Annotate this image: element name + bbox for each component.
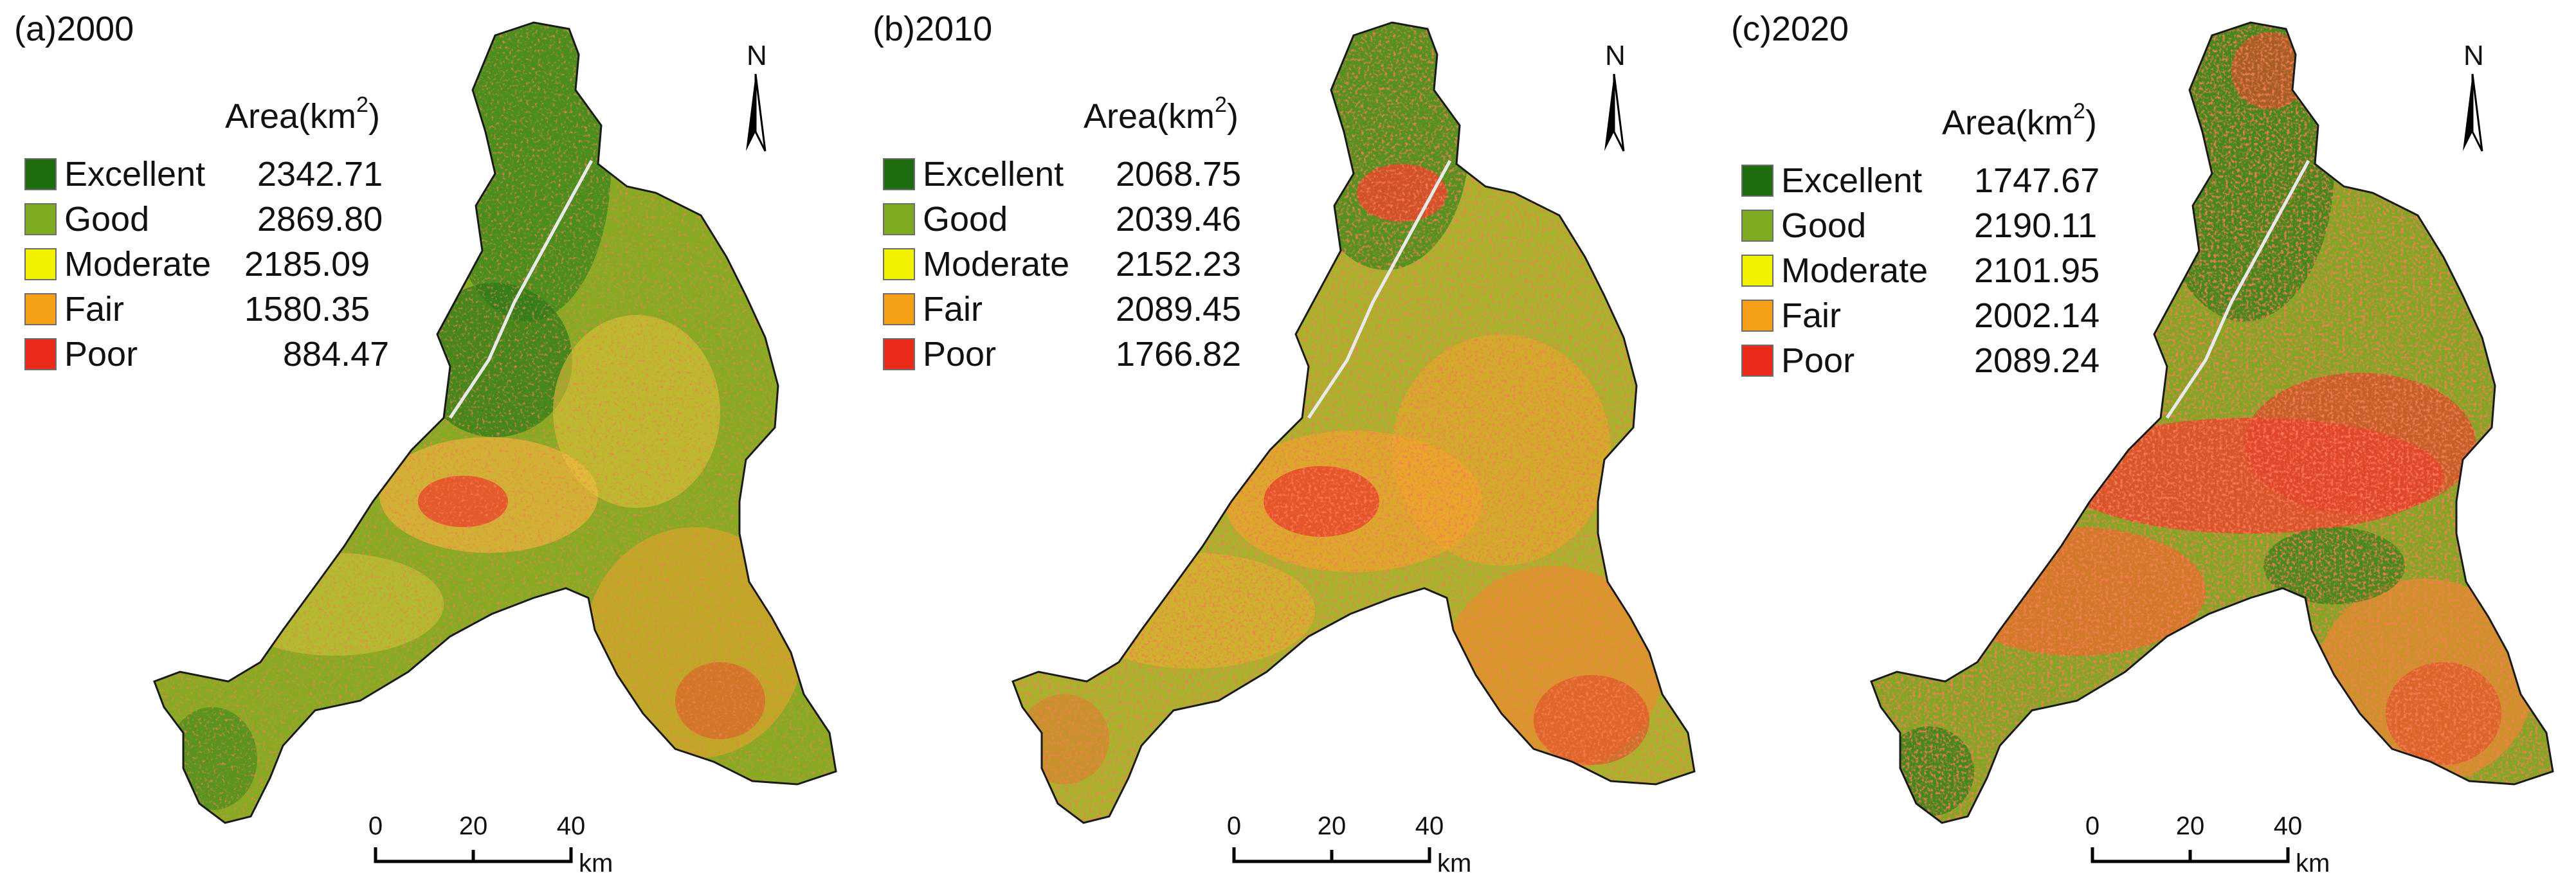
class-label: Excellent xyxy=(1781,161,1923,200)
class-value: 2068.75 xyxy=(1116,155,1242,194)
legend-row-good: Good 2190.11 xyxy=(1741,206,2191,245)
legend-row-excellent: Excellent 2342.71 xyxy=(24,154,475,194)
class-label: Good xyxy=(923,200,1008,239)
map-fill-2010 xyxy=(1013,22,1694,823)
north-label: N xyxy=(2463,40,2484,71)
legend-row-poor: Poor 2089.24 xyxy=(1741,341,2191,380)
panel-title: (c)2020 xyxy=(1731,10,1849,48)
scale-bar xyxy=(2091,847,2290,863)
class-value: 1580.35 xyxy=(244,290,370,328)
legend-row-moderate: Moderate 2185.09 xyxy=(24,244,475,284)
north-arrow xyxy=(746,73,766,152)
panel-2010: (b)2010 N 0 20 40 km Area(km2) Excellent… xyxy=(858,0,1717,873)
study-area-boundary xyxy=(1870,21,2554,824)
class-label: Poor xyxy=(64,335,138,374)
swatch-poor xyxy=(1741,345,1773,377)
class-label: Poor xyxy=(923,335,997,374)
class-value: 884.47 xyxy=(283,335,390,374)
river xyxy=(2165,159,2310,419)
swatch-moderate xyxy=(24,248,57,280)
swatch-excellent xyxy=(1741,165,1773,197)
class-label: Poor xyxy=(1781,341,1855,380)
class-value: 2342.71 xyxy=(257,155,383,194)
class-label: Fair xyxy=(64,290,124,328)
legend-row-fair: Fair 2089.45 xyxy=(883,289,1333,328)
class-label: Good xyxy=(64,200,150,239)
class-label: Excellent xyxy=(923,155,1064,194)
north-label: N xyxy=(1605,40,1626,71)
swatch-fair xyxy=(24,293,57,325)
class-value: 2089.45 xyxy=(1116,290,1242,328)
swatch-poor xyxy=(24,338,57,370)
class-label: Excellent xyxy=(64,155,206,194)
panel-map-svg xyxy=(1870,21,2554,863)
legend-row-excellent: Excellent 2068.75 xyxy=(883,154,1333,194)
river xyxy=(1307,159,1452,419)
legend-header: Area(km2) xyxy=(225,93,380,136)
scale-bar xyxy=(1232,847,1431,863)
legend-row-poor: Poor 884.47 xyxy=(24,334,475,374)
class-value: 2185.09 xyxy=(244,245,370,284)
class-label: Moderate xyxy=(1781,251,1928,290)
legend-row-excellent: Excellent 1747.67 xyxy=(1741,161,2191,200)
scale-bar xyxy=(374,847,573,863)
study-area-boundary xyxy=(153,21,837,824)
class-label: Fair xyxy=(923,290,983,328)
swatch-moderate xyxy=(1741,255,1773,287)
class-value: 2152.23 xyxy=(1116,245,1242,284)
class-label: Good xyxy=(1781,206,1867,245)
swatch-excellent xyxy=(24,158,57,190)
north-label: N xyxy=(747,40,767,71)
class-label: Fair xyxy=(1781,296,1841,335)
study-area-boundary xyxy=(1011,21,1696,824)
swatch-fair xyxy=(1741,300,1773,332)
swatch-good xyxy=(883,203,915,235)
legend-row-moderate: Moderate 2152.23 xyxy=(883,244,1333,284)
panel-title: (b)2010 xyxy=(873,10,993,48)
river xyxy=(448,159,594,419)
legend-header: Area(km2) xyxy=(1942,99,2097,142)
panel-2000: (a)2000 N 0 20 40 km Area(km2) Excellent… xyxy=(0,0,858,873)
swatch-excellent xyxy=(883,158,915,190)
class-value: 2089.24 xyxy=(1974,341,2100,380)
legend-row-fair: Fair 1580.35 xyxy=(24,289,475,328)
swatch-good xyxy=(1741,210,1773,242)
class-value: 1766.82 xyxy=(1116,335,1242,374)
north-arrow xyxy=(2463,73,2483,152)
class-value: 2101.95 xyxy=(1974,251,2100,290)
class-value: 2002.14 xyxy=(1974,296,2100,335)
panel-map-svg xyxy=(1011,21,1696,863)
legend-row-good: Good 2869.80 xyxy=(24,199,475,239)
map-fill-2000 xyxy=(154,22,836,823)
swatch-good xyxy=(24,203,57,235)
legend-row-moderate: Moderate 2101.95 xyxy=(1741,251,2191,290)
legend-row-poor: Poor 1766.82 xyxy=(883,334,1333,374)
legend-row-fair: Fair 2002.14 xyxy=(1741,296,2191,335)
class-label: Moderate xyxy=(64,245,212,284)
swatch-moderate xyxy=(883,248,915,280)
swatch-poor xyxy=(883,338,915,370)
north-arrow xyxy=(1604,73,1625,152)
panel-2020: (c)2020 N 0 20 40 km Area(km2) Excellent… xyxy=(1717,0,2575,873)
legend-header: Area(km2) xyxy=(1084,93,1238,136)
panel-map-svg xyxy=(153,21,837,863)
class-value: 2039.46 xyxy=(1116,200,1242,239)
panel-title: (a)2000 xyxy=(14,10,134,48)
legend-row-good: Good 2039.46 xyxy=(883,199,1333,239)
class-value: 2869.80 xyxy=(257,200,383,239)
class-value: 1747.67 xyxy=(1974,161,2100,200)
class-value: 2190.11 xyxy=(1974,206,2098,245)
swatch-fair xyxy=(883,293,915,325)
class-label: Moderate xyxy=(923,245,1070,284)
